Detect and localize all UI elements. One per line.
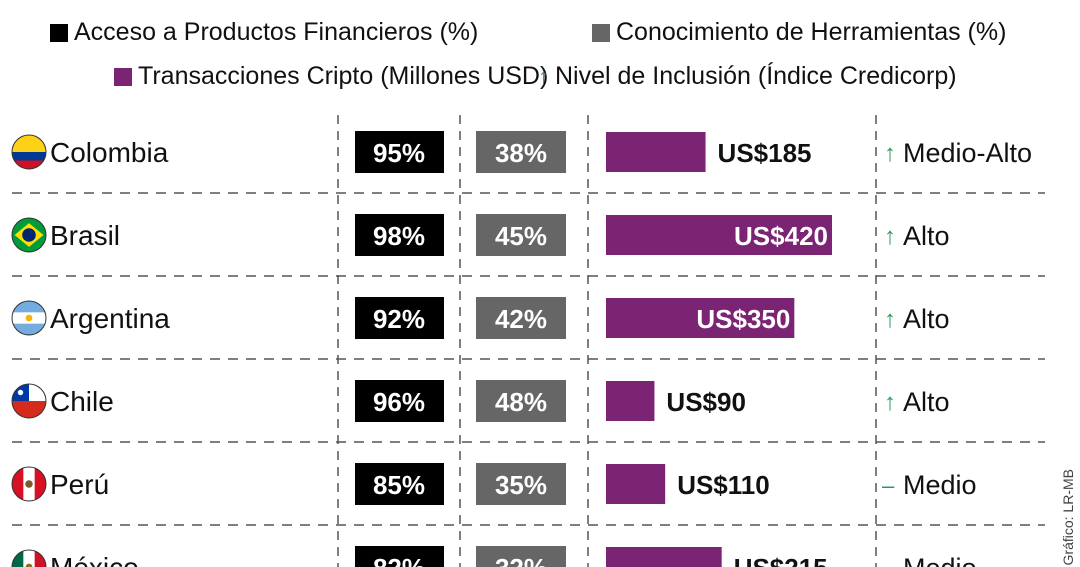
access-value-label: 92% bbox=[373, 304, 425, 334]
flag-outline bbox=[11, 134, 47, 170]
flag-chile-star bbox=[17, 389, 24, 396]
country-label: México bbox=[50, 552, 139, 567]
knowledge-value-label: 45% bbox=[495, 221, 547, 251]
inclusion-flat-marker-icon: – bbox=[882, 556, 895, 567]
flag-colombia-blue bbox=[12, 152, 46, 161]
crypto-bar bbox=[606, 298, 795, 338]
inclusion-up-arrow-icon: ↑ bbox=[884, 140, 896, 167]
flag-mexico-green bbox=[12, 550, 24, 567]
knowledge-value-label: 35% bbox=[495, 470, 547, 500]
legend-knowledge: Conocimiento de Herramientas (%) bbox=[592, 18, 1006, 47]
access-box bbox=[355, 380, 444, 422]
access-box bbox=[355, 463, 444, 505]
crypto-value-label: US$420 bbox=[734, 221, 828, 251]
country-label: Perú bbox=[50, 469, 109, 500]
chart-credit: Gráfico: LR-MB bbox=[1060, 468, 1076, 565]
inclusion-level-label: Alto bbox=[903, 221, 950, 251]
legend-knowledge-label: Conocimiento de Herramientas (%) bbox=[616, 18, 1007, 46]
inclusion-level-label: Alto bbox=[903, 304, 950, 334]
legend-inclusion-arrow-icon: ↑ bbox=[538, 63, 549, 89]
access-box bbox=[355, 214, 444, 256]
knowledge-value-label: 32% bbox=[495, 553, 547, 567]
crypto-value-label: US$110 bbox=[677, 470, 770, 500]
inclusion-level-label: Alto bbox=[903, 387, 950, 417]
flag-outline bbox=[11, 466, 47, 502]
flag-brazil-globe bbox=[22, 228, 36, 242]
flag-outline bbox=[11, 300, 47, 336]
flag-outline bbox=[11, 217, 47, 253]
knowledge-box bbox=[476, 214, 566, 256]
knowledge-box bbox=[476, 297, 566, 339]
crypto-bar bbox=[606, 547, 722, 567]
argentina-flag-icon bbox=[12, 301, 46, 335]
legend-inclusion-label: Nivel de Inclusión (Índice Credicorp) bbox=[555, 62, 957, 90]
colombia-flag-icon bbox=[12, 135, 46, 169]
country-label: Brasil bbox=[50, 220, 120, 251]
inclusion-up-arrow-icon: ↑ bbox=[884, 306, 896, 333]
flag-peru-shield bbox=[25, 480, 33, 488]
knowledge-box bbox=[476, 380, 566, 422]
crypto-value-label: US$90 bbox=[666, 387, 746, 417]
access-value-label: 98% bbox=[373, 221, 425, 251]
inclusion-flat-marker-icon: – bbox=[882, 473, 895, 498]
legend-access-swatch bbox=[50, 23, 68, 42]
mexico-flag-icon bbox=[12, 550, 46, 567]
knowledge-box bbox=[476, 131, 566, 173]
legend-crypto: Transacciones Cripto (Millones USD) bbox=[114, 62, 548, 91]
legend-inclusion: ↑ Nivel de Inclusión (Índice Credicorp) bbox=[538, 62, 957, 91]
flag-colombia-red bbox=[12, 160, 46, 169]
flag-colombia-yellow bbox=[12, 135, 46, 152]
inclusion-level-label: Medio bbox=[903, 553, 977, 567]
inclusion-up-arrow-icon: ↑ bbox=[884, 223, 896, 250]
crypto-value-label: US$350 bbox=[696, 304, 790, 334]
country-label: Chile bbox=[50, 386, 114, 417]
access-box bbox=[355, 297, 444, 339]
legend-access-label: Acceso a Productos Financieros (%) bbox=[74, 18, 479, 46]
access-box bbox=[355, 546, 444, 567]
inclusion-level-label: Medio bbox=[903, 470, 977, 500]
access-box bbox=[355, 131, 444, 173]
legend-crypto-swatch bbox=[114, 67, 132, 86]
flag-mexico-red bbox=[34, 550, 46, 567]
flag-outline bbox=[11, 383, 47, 419]
crypto-bar bbox=[606, 381, 655, 421]
peru-flag-icon bbox=[12, 467, 46, 501]
flag-outline bbox=[11, 549, 47, 567]
legend-access: Acceso a Productos Financieros (%) bbox=[50, 18, 478, 47]
access-value-label: 96% bbox=[373, 387, 425, 417]
access-value-label: 85% bbox=[373, 470, 425, 500]
country-label: Colombia bbox=[50, 137, 169, 168]
crypto-value-label: US$185 bbox=[718, 138, 812, 168]
crypto-bar bbox=[606, 132, 706, 172]
access-value-label: 95% bbox=[373, 138, 425, 168]
knowledge-value-label: 48% bbox=[495, 387, 547, 417]
access-value-label: 82% bbox=[373, 553, 425, 567]
crypto-bar bbox=[606, 464, 666, 504]
country-label: Argentina bbox=[50, 303, 170, 334]
knowledge-box bbox=[476, 546, 566, 567]
brazil-flag-icon bbox=[12, 218, 46, 252]
inclusion-up-arrow-icon: ↑ bbox=[884, 389, 896, 416]
inclusion-level-label: Medio-Alto bbox=[903, 138, 1032, 168]
knowledge-box bbox=[476, 463, 566, 505]
legend-knowledge-swatch bbox=[592, 23, 610, 42]
knowledge-value-label: 38% bbox=[495, 138, 547, 168]
crypto-bar bbox=[606, 215, 832, 255]
flag-argentina-sun bbox=[25, 314, 33, 322]
flag-chile-red bbox=[12, 401, 46, 418]
crypto-value-label: US$215 bbox=[734, 553, 828, 567]
legend-crypto-label: Transacciones Cripto (Millones USD) bbox=[138, 62, 549, 90]
knowledge-value-label: 42% bbox=[495, 304, 547, 334]
